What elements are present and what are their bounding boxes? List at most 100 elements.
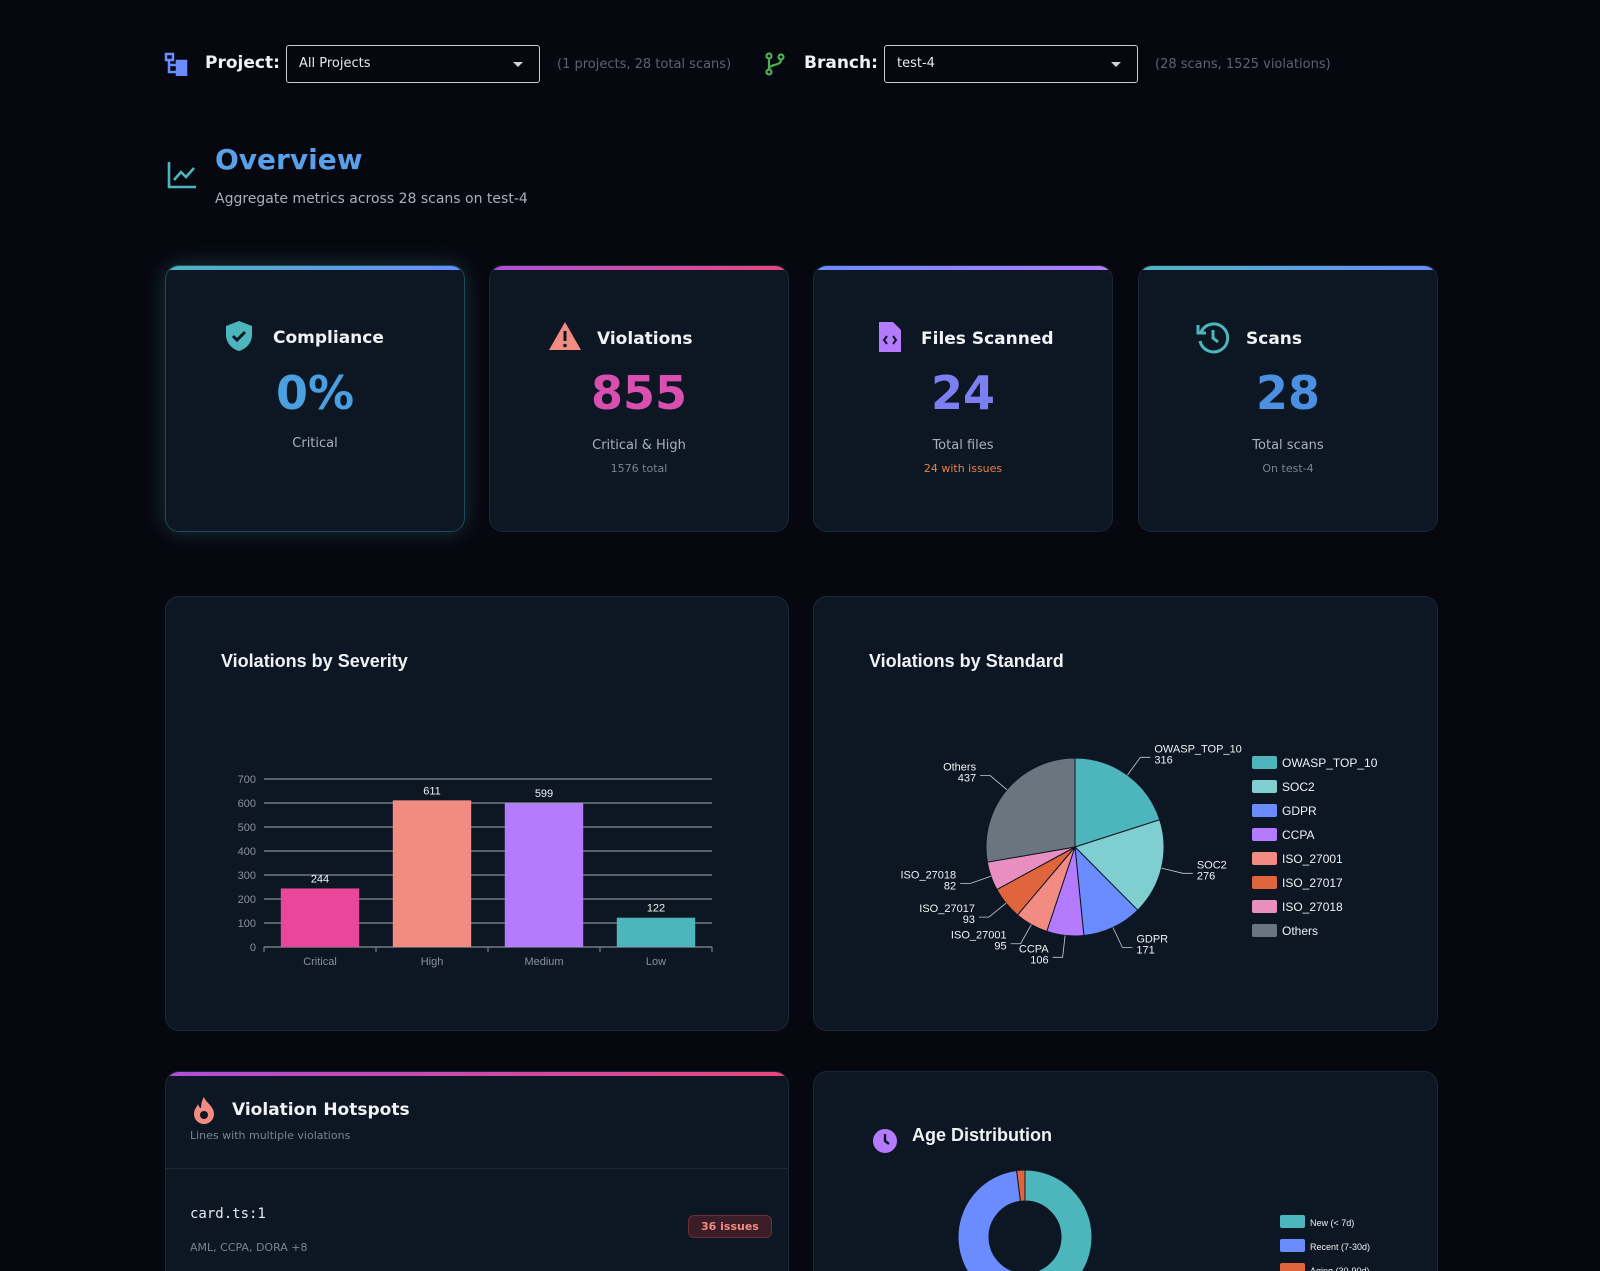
card-value: 0% bbox=[275, 366, 355, 420]
slice-value: 82 bbox=[944, 880, 956, 892]
leader-line bbox=[1127, 756, 1151, 776]
legend-swatch bbox=[1252, 900, 1277, 913]
slice-label: CCPA bbox=[1019, 943, 1049, 955]
chart-title: Age Distribution bbox=[912, 1125, 1052, 1145]
bar bbox=[280, 888, 360, 947]
branch-info: (28 scans, 1525 violations) bbox=[1155, 57, 1331, 72]
hotspot-standards: AML, CCPA, DORA +8 bbox=[190, 1241, 308, 1254]
x-tick-label: High bbox=[421, 956, 444, 968]
hotspots-title: Violation Hotspots bbox=[232, 1100, 410, 1120]
card-title: Violations bbox=[597, 329, 693, 349]
bar bbox=[392, 800, 472, 947]
x-tick-label: Medium bbox=[524, 956, 563, 968]
card-detail: 1576 total bbox=[610, 462, 668, 475]
card-value: 28 bbox=[1255, 366, 1320, 420]
project-info: (1 projects, 28 total scans) bbox=[557, 57, 732, 72]
card-detail: 24 with issues bbox=[923, 462, 1003, 475]
leader-line bbox=[1010, 924, 1032, 945]
legend-swatch bbox=[1252, 924, 1277, 937]
card-title: Files Scanned bbox=[921, 329, 1054, 349]
slice-label: ISO_27001 bbox=[951, 930, 1007, 942]
legend-label: OWASP_TOP_10 bbox=[1282, 756, 1378, 770]
chart-title: Violations by Standard bbox=[869, 651, 1064, 671]
card-title: Compliance bbox=[273, 328, 384, 348]
project-select[interactable]: All Projects bbox=[286, 45, 540, 83]
slice-label: SOC2 bbox=[1197, 859, 1227, 871]
card-caption: Critical bbox=[292, 436, 338, 451]
legend-swatch bbox=[1252, 756, 1277, 769]
bar bbox=[616, 917, 696, 947]
legend-swatch bbox=[1252, 852, 1277, 865]
slice bbox=[1024, 1169, 1093, 1271]
hotspots-panel: Violation Hotspots Lines with multiple v… bbox=[165, 1071, 789, 1271]
slice-value: 95 bbox=[994, 941, 1006, 953]
leader-line bbox=[1112, 927, 1133, 948]
hotspot-location[interactable]: card.ts:1 bbox=[190, 1206, 266, 1222]
slice bbox=[985, 757, 1076, 863]
slice bbox=[1016, 1169, 1026, 1202]
overview-subtitle: Aggregate metrics across 28 scans on tes… bbox=[215, 191, 528, 207]
overview-icon bbox=[167, 162, 196, 189]
card-title: Scans bbox=[1246, 329, 1303, 349]
leader-line bbox=[978, 902, 1007, 918]
branch-select[interactable]: test-4 bbox=[884, 45, 1138, 83]
legend-label: Aging (30-90d) bbox=[1310, 1266, 1370, 1271]
slice-value: 106 bbox=[1030, 954, 1048, 966]
card-caption: Total scans bbox=[1252, 438, 1324, 453]
card-caption: Total files bbox=[932, 438, 994, 453]
legend-swatch bbox=[1252, 876, 1277, 889]
branch-icon bbox=[765, 52, 785, 76]
slice-label: GDPR bbox=[1136, 933, 1168, 945]
branch-label: Branch: bbox=[804, 53, 878, 73]
hotspots-subtitle: Lines with multiple violations bbox=[190, 1129, 351, 1142]
bar-value-label: 611 bbox=[423, 785, 441, 797]
slice-value: 93 bbox=[963, 914, 975, 926]
slice bbox=[1074, 757, 1161, 848]
legend-swatch bbox=[1252, 804, 1277, 817]
card-value: 24 bbox=[930, 366, 995, 420]
slice-value: 437 bbox=[958, 773, 976, 785]
bar-value-label: 599 bbox=[535, 788, 553, 800]
card-detail: On test-4 bbox=[1262, 462, 1314, 475]
leader-line bbox=[1161, 867, 1193, 874]
compliance-card[interactable]: Compliance 0% Critical bbox=[165, 265, 465, 532]
legend-label: New (< 7d) bbox=[1310, 1218, 1354, 1228]
y-tick-label: 500 bbox=[238, 822, 256, 834]
slice-label: ISO_27018 bbox=[901, 869, 957, 881]
clock-icon bbox=[873, 1129, 897, 1153]
overview-title: Overview bbox=[215, 143, 363, 176]
slice-label: OWASP_TOP_10 bbox=[1154, 743, 1241, 755]
legend-swatch bbox=[1280, 1215, 1305, 1228]
x-tick-label: Critical bbox=[303, 956, 337, 968]
violations-card[interactable]: Violations 855 Critical & High 1576 tota… bbox=[489, 265, 789, 532]
legend-label: GDPR bbox=[1282, 804, 1317, 818]
y-tick-label: 300 bbox=[238, 870, 256, 882]
warning-icon bbox=[549, 322, 581, 350]
legend-label: SOC2 bbox=[1282, 780, 1315, 794]
legend-label: Others bbox=[1282, 924, 1318, 938]
scans-card[interactable]: Scans 28 Total scans On test-4 bbox=[1138, 265, 1438, 532]
slice bbox=[1074, 819, 1165, 911]
y-tick-label: 200 bbox=[238, 894, 256, 906]
age-panel bbox=[813, 1071, 1438, 1271]
project-icon bbox=[164, 52, 188, 76]
card-value: 855 bbox=[590, 366, 688, 420]
bar-value-label: 244 bbox=[311, 873, 329, 885]
y-tick-label: 0 bbox=[250, 942, 256, 954]
slice-label: Others bbox=[943, 762, 977, 774]
legend-label: CCPA bbox=[1282, 828, 1314, 842]
legend-swatch bbox=[1252, 828, 1277, 841]
legend-swatch bbox=[1280, 1263, 1305, 1271]
legend-swatch bbox=[1280, 1239, 1305, 1252]
hotspot-badge: 36 issues bbox=[688, 1215, 772, 1238]
slice-label: ISO_27017 bbox=[919, 903, 975, 915]
bar-value-label: 122 bbox=[647, 903, 665, 915]
shield-icon bbox=[226, 321, 252, 351]
slice-value: 316 bbox=[1154, 754, 1172, 766]
bar bbox=[504, 803, 584, 947]
legend-label: ISO_27018 bbox=[1282, 900, 1343, 914]
x-tick-label: Low bbox=[646, 956, 666, 968]
legend-label: ISO_27001 bbox=[1282, 852, 1343, 866]
files-card[interactable]: Files Scanned 24 Total files 24 with iss… bbox=[813, 265, 1113, 532]
